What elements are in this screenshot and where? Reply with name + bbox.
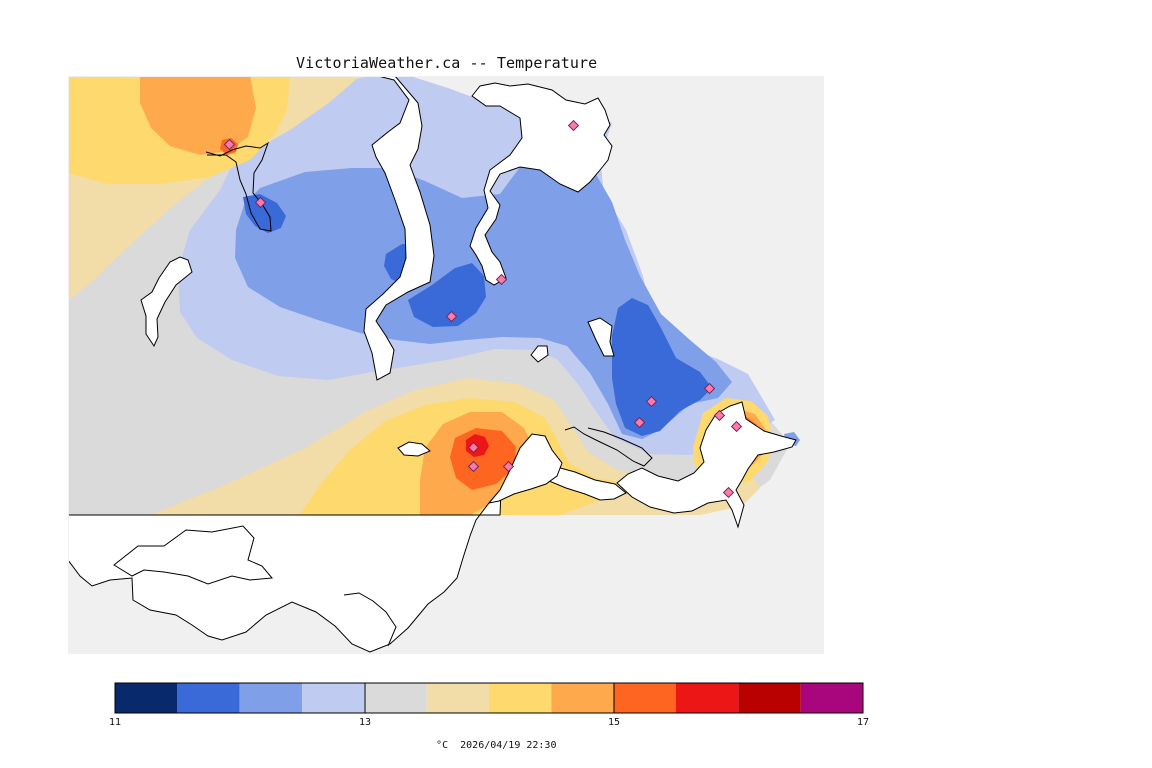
station-marker	[645, 395, 658, 408]
east-peninsula	[616, 401, 797, 529]
temperature-contours	[68, 76, 800, 515]
station-marker	[567, 119, 580, 132]
legend-bin	[364, 683, 427, 713]
weather-stations	[223, 119, 743, 499]
contour-warm-northwest-core	[140, 76, 256, 155]
map-frame	[68, 76, 824, 654]
station-marker	[722, 486, 735, 499]
legend-footer-gap	[448, 740, 460, 751]
inlet-island	[587, 317, 615, 357]
land-and-coastline	[68, 76, 797, 653]
temperature-map-svg	[68, 76, 824, 654]
station-marker	[713, 409, 726, 422]
temperature-map	[68, 76, 824, 654]
south-land-mass	[68, 488, 502, 653]
legend-tick-11: 11	[108, 717, 122, 728]
contour-cold-cell-north	[243, 194, 286, 233]
temperature-colorbar	[114, 682, 874, 742]
legend-bin	[676, 683, 739, 713]
station-marker	[254, 196, 267, 209]
station-marker	[633, 416, 646, 429]
station-marker	[730, 420, 743, 433]
south-coast-detail	[343, 592, 397, 647]
station-marker	[495, 273, 508, 286]
legend-bin	[426, 683, 489, 713]
legend-bin	[115, 683, 178, 713]
legend-bin	[302, 683, 365, 713]
station-marker	[445, 310, 458, 323]
map-title: VictoriaWeather.ca -- Temperature	[296, 54, 598, 72]
legend-bin	[738, 683, 801, 713]
colorbar-svg	[114, 682, 874, 714]
small-island	[530, 345, 549, 363]
east-shore	[564, 426, 653, 467]
southwest-islet	[397, 441, 431, 457]
station-marker	[467, 441, 480, 454]
contour-cold-cell-central	[408, 263, 486, 327]
legend-tick-17: 17	[856, 717, 870, 728]
contour-cold-cell-east	[612, 298, 712, 436]
station-marker	[703, 382, 716, 395]
station-marker	[502, 460, 515, 473]
south-shore-west	[539, 465, 627, 501]
legend-bin	[177, 683, 240, 713]
legend-bin	[613, 683, 676, 713]
legend-bin	[800, 683, 863, 713]
legend-unit: °C	[436, 740, 449, 751]
station-marker	[467, 460, 480, 473]
legend-bin	[489, 683, 552, 713]
colorbar-border	[114, 682, 864, 714]
station-marker	[223, 138, 236, 151]
legend-tick-15: 15	[607, 717, 621, 728]
legend-tick-13: 13	[358, 717, 372, 728]
central-peninsula	[363, 76, 435, 381]
legend-bin	[239, 683, 302, 713]
legend-bins	[115, 683, 863, 713]
north-bay-shore	[469, 82, 613, 286]
legend-footer: °C 2026/04/19 22:30	[424, 728, 556, 752]
west-island	[140, 256, 193, 348]
legend-timestamp: 2026/04/19 22:30	[460, 740, 557, 751]
legend-bin	[551, 683, 614, 713]
south-land-inner-cut	[113, 525, 273, 585]
